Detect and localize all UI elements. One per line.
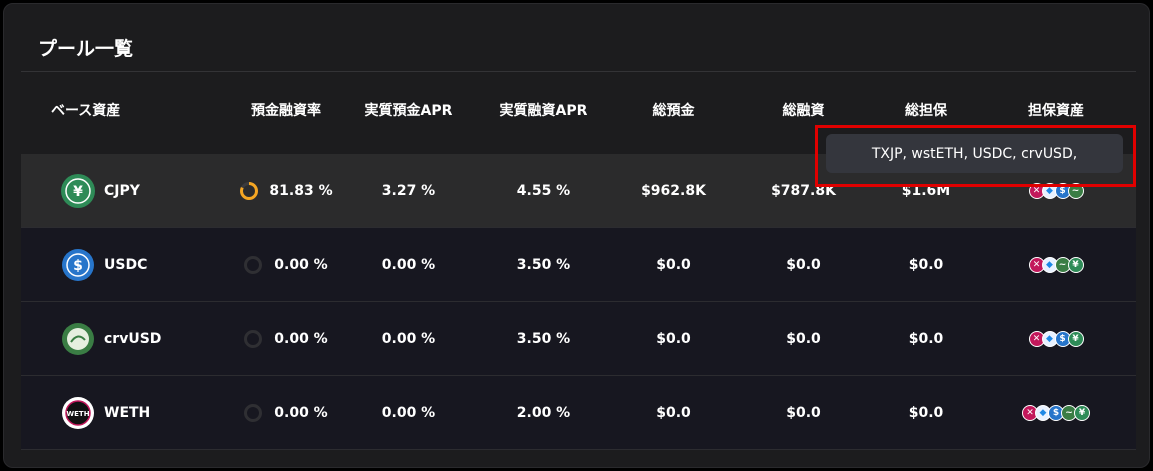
deposit-apr: 3.27 % [381,182,436,199]
col-base-asset: ベース資産 [51,103,121,119]
deposit-apr: 0.00 % [381,256,436,273]
utilization-value: 81.83 % [269,182,333,199]
utilization-ring-icon [244,403,263,422]
col-borrow-apr: 実質融資APR [499,103,588,119]
total-collateral: $0.0 [908,404,944,421]
deposit-apr: 0.00 % [381,404,436,421]
borrow-apr: 4.55 % [516,182,571,199]
usdc-icon: $ [61,248,95,282]
total-collateral: $0.0 [908,256,944,273]
collateral-icons[interactable]: ✕ ◆ $ ¥ [991,302,1121,375]
total-borrow: $0.0 [786,330,821,347]
divider [21,227,1136,228]
weth-icon: WETH [61,396,95,430]
table-row[interactable]: crvUSD 0.00 % 0.00 % 3.50 % $0.0 $0.0 $0… [21,302,1136,375]
total-deposit: $0.0 [656,256,691,273]
divider [21,301,1136,302]
svg-text:¥: ¥ [73,184,83,200]
table-row[interactable]: WETH WETH 0.00 % 0.00 % 2.00 % $0.0 $0.0… [21,376,1136,449]
col-collateral-assets: 担保資産 [1028,103,1084,119]
collateral-tooltip: TXJP, wstETH, USDC, crvUSD, [826,134,1123,173]
col-utilization: 預金融資率 [251,103,321,119]
table-row[interactable]: $ USDC 0.00 % 0.00 % 3.50 % $0.0 $0.0 $0… [21,228,1136,301]
col-total-borrow: 総融資 [782,103,825,119]
total-borrow: $0.0 [786,404,821,421]
cjpy-icon: ¥ [1074,404,1090,421]
cjpy-icon: ¥ [1067,256,1084,273]
total-deposit: $0.0 [656,330,691,347]
crvusd-icon: ~ [1054,256,1071,273]
svg-text:WETH: WETH [66,410,89,418]
crvusd-icon [61,322,95,356]
col-total-deposit: 総預金 [652,103,695,119]
col-total-collateral: 総担保 [905,103,947,119]
highlight-box [815,125,1136,187]
total-deposit: $0.0 [656,404,691,421]
borrow-apr: 3.50 % [516,256,571,273]
utilization-value: 0.00 % [274,256,328,273]
borrow-apr: 2.00 % [516,404,571,421]
collateral-icons[interactable]: ✕ ◆ ~ ¥ [991,228,1121,301]
divider [21,71,1136,72]
utilization-value: 0.00 % [274,404,328,421]
utilization-cell: 0.00 % [221,302,351,375]
divider [21,375,1136,376]
borrow-apr: 3.50 % [516,330,571,347]
total-borrow: $0.0 [786,256,821,273]
utilization-ring-icon [244,255,263,274]
asset-cell: WETH WETH [61,376,211,449]
utilization-cell: 0.00 % [221,376,351,449]
asset-cell: crvUSD [61,302,211,375]
divider [21,449,1136,450]
asset-name: CJPY [104,182,140,199]
asset-name: crvUSD [104,330,162,347]
asset-name: WETH [104,404,151,421]
utilization-value: 0.00 % [274,330,328,347]
asset-name: USDC [104,256,148,273]
collateral-icons[interactable]: ✕ ◆ $ ~ ¥ [991,376,1121,449]
total-deposit: $962.8K [641,182,706,199]
deposit-apr: 0.00 % [381,330,436,347]
utilization-ring-icon [244,329,263,348]
table-header: ベース資産 預金融資率 実質預金APR 実質融資APR 総預金 総融資 総担保 … [21,100,1136,124]
svg-text:$: $ [73,258,83,274]
col-deposit-apr: 実質預金APR [364,103,453,119]
utilization-cell: 81.83 % [221,154,351,227]
total-collateral: $0.0 [908,330,944,347]
pool-list-panel: プール一覧 ベース資産 預金融資率 実質預金APR 実質融資APR 総預金 総融… [3,3,1150,468]
utilization-ring-icon [240,181,259,200]
asset-cell: $ USDC [61,228,211,301]
asset-cell: ¥ CJPY [61,154,211,227]
cjpy-icon: ¥ [1067,330,1084,347]
cjpy-icon: ¥ [61,173,95,208]
utilization-cell: 0.00 % [221,228,351,301]
page-title: プール一覧 [38,38,134,60]
